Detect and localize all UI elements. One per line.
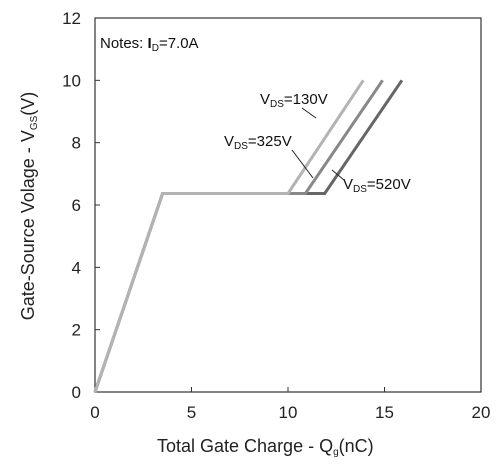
x-tick-label: 10 — [279, 403, 298, 422]
y-axis-ticks: 0 2 4 6 8 10 12 — [62, 9, 100, 402]
note-text: Notes: ID=7.0A — [100, 35, 199, 54]
y-tick-label: 10 — [62, 71, 81, 90]
y-tick-label: 2 — [72, 321, 81, 340]
series-label-130v: VDS=130V — [260, 91, 328, 110]
label-leader-325v — [291, 149, 314, 179]
y-axis-title: Gate-Source Volage - VGS(V) — [18, 92, 40, 321]
plot-area — [94, 17, 482, 393]
y-tick-label: 8 — [72, 134, 81, 153]
label-leader-130v — [301, 107, 317, 119]
y-tick-label: 0 — [72, 383, 81, 402]
x-tick-label: 20 — [472, 403, 491, 422]
x-tick-label: 0 — [90, 403, 99, 422]
series-label-325v: VDS=325V — [224, 133, 292, 152]
label-leader-520v — [331, 169, 345, 181]
y-tick-label: 6 — [72, 196, 81, 215]
series-layer — [93, 79, 404, 393]
x-tick-label: 5 — [187, 403, 196, 422]
series-label-520v: VDS=520V — [343, 176, 411, 195]
x-axis-ticks: 0 5 10 15 20 — [90, 387, 490, 422]
x-tick-label: 15 — [375, 403, 394, 422]
series-line-130v — [93, 79, 365, 393]
y-tick-label: 4 — [72, 258, 81, 277]
x-axis-title: Total Gate Charge - Qg(nC) — [157, 436, 374, 458]
y-tick-label: 12 — [62, 9, 81, 28]
